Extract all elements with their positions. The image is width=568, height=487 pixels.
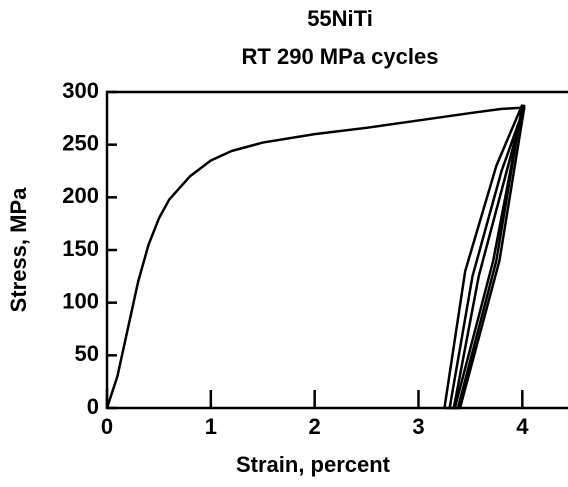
x-tick-label: 2 [309, 414, 321, 439]
y-tick-label: 250 [62, 130, 99, 155]
y-tick-label: 150 [62, 236, 99, 261]
x-tick-label: 1 [205, 414, 217, 439]
y-tick-label: 50 [75, 341, 99, 366]
line [448, 104, 526, 410]
x-tick-label: 4 [516, 414, 529, 439]
x-tick-label: 3 [412, 414, 424, 439]
line [452, 104, 526, 410]
chart-subtitle: RT 290 MPa cycles [242, 44, 439, 69]
x-tick-label: 0 [101, 414, 113, 439]
line [105, 106, 523, 409]
line [443, 104, 524, 410]
chart-title: 55NiTi [307, 6, 373, 31]
y-tick-label: 300 [62, 78, 99, 103]
x-axis-label: Strain, percent [236, 452, 391, 477]
y-tick-label: 100 [62, 288, 99, 313]
y-axis-label: Stress, MPa [6, 187, 31, 312]
y-tick-label: 0 [87, 394, 99, 419]
y-tick-label: 200 [62, 183, 99, 208]
